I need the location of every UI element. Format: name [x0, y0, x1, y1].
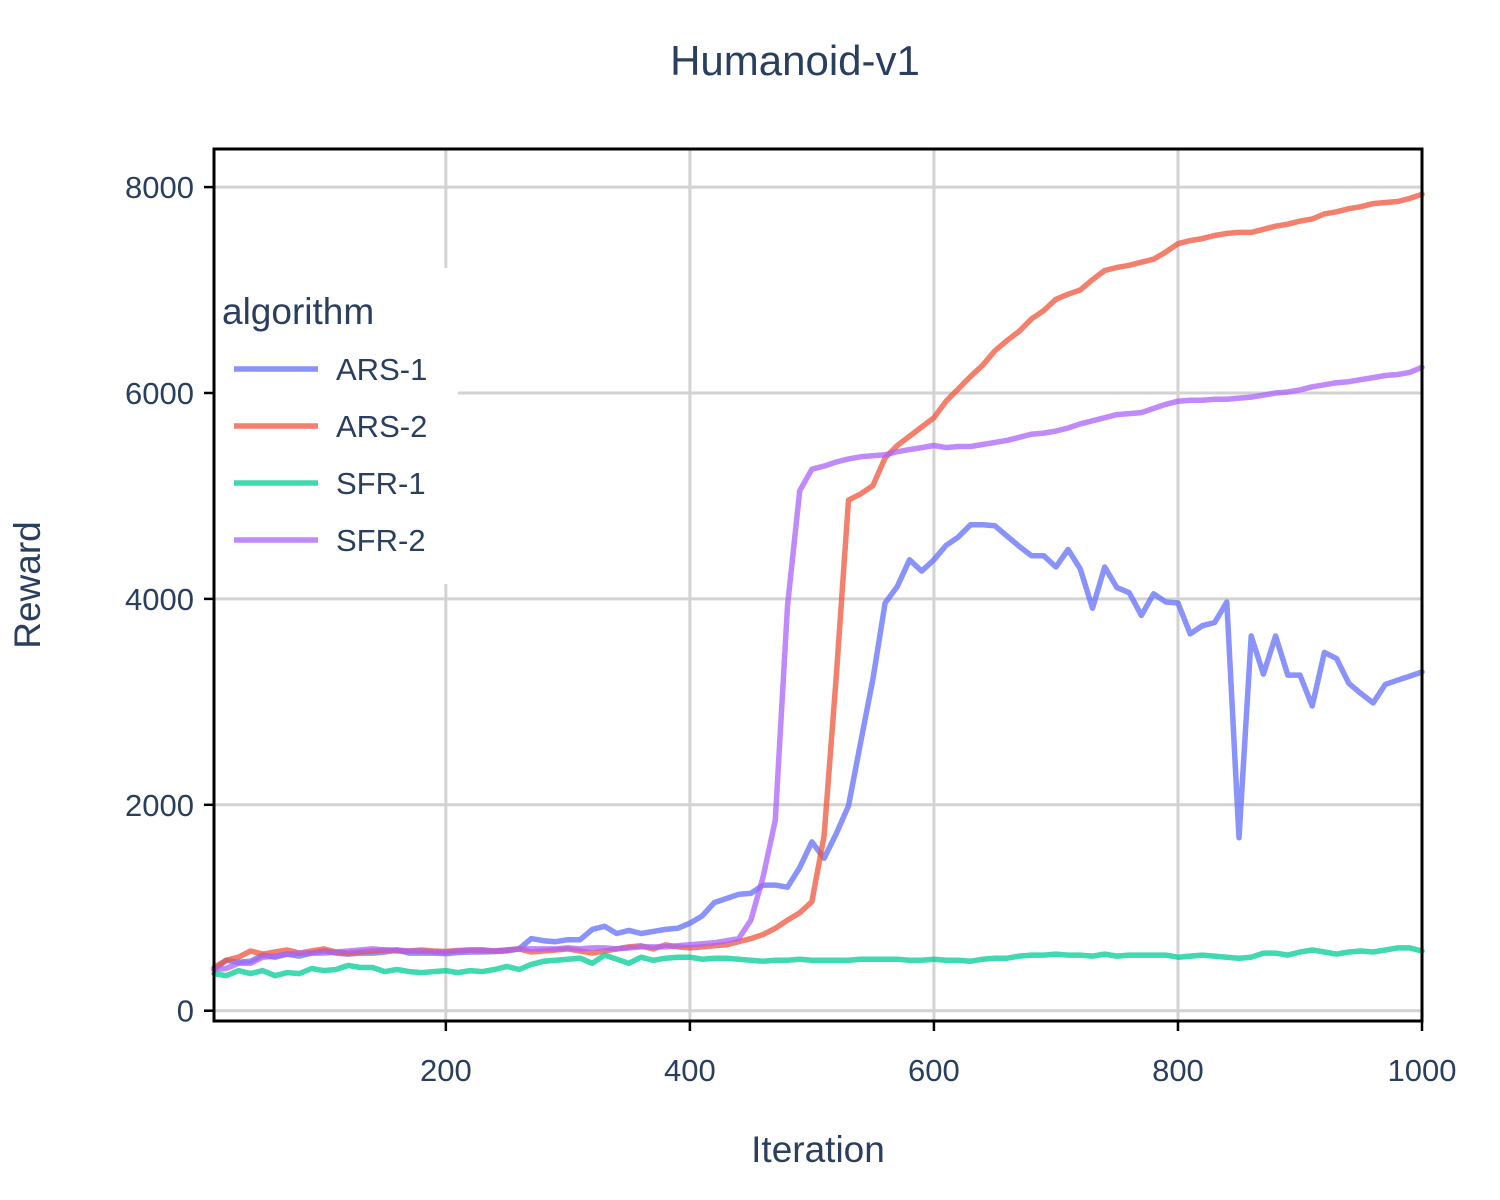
- legend-title: algorithm: [222, 291, 374, 332]
- legend-item-sfr-2[interactable]: SFR-2: [234, 523, 426, 558]
- x-tick-label: 600: [908, 1053, 960, 1088]
- y-axis-title: Reward: [7, 521, 48, 649]
- legend-label: SFR-2: [336, 523, 426, 558]
- y-tick-label: 8000: [125, 170, 194, 205]
- series-line-sfr-1: [211, 945, 1425, 979]
- legend: algorithm ARS-1 ARS-2 SFR-1 SFR-2: [215, 268, 458, 584]
- series-line-ars-1: [211, 522, 1425, 973]
- legend-item-sfr-1[interactable]: SFR-1: [234, 466, 426, 501]
- series-line-sfr-2: [211, 364, 1425, 973]
- legend-item-ars-2[interactable]: ARS-2: [234, 409, 427, 444]
- x-tick-label: 1000: [1388, 1053, 1457, 1088]
- x-axis-title: Iteration: [751, 1129, 885, 1170]
- legend-label: ARS-1: [336, 352, 427, 387]
- legend-label: ARS-2: [336, 409, 427, 444]
- x-tick-label: 400: [664, 1053, 716, 1088]
- x-tick-label: 200: [420, 1053, 472, 1088]
- legend-item-ars-1[interactable]: ARS-1: [234, 352, 427, 387]
- axes: 200 400 600 800 1000 0 2000 4000 6000 8000: [125, 170, 1456, 1088]
- chart-title: Humanoid-v1: [670, 37, 920, 84]
- plot-area-frame: [212, 147, 1424, 1023]
- series-lines: [211, 191, 1425, 979]
- y-tick-label: 4000: [125, 582, 194, 617]
- y-tick-label: 2000: [125, 788, 194, 823]
- y-tick-label: 6000: [125, 376, 194, 411]
- y-tick-label: 0: [177, 994, 194, 1029]
- legend-label: SFR-1: [336, 466, 426, 501]
- x-tick-label: 800: [1152, 1053, 1204, 1088]
